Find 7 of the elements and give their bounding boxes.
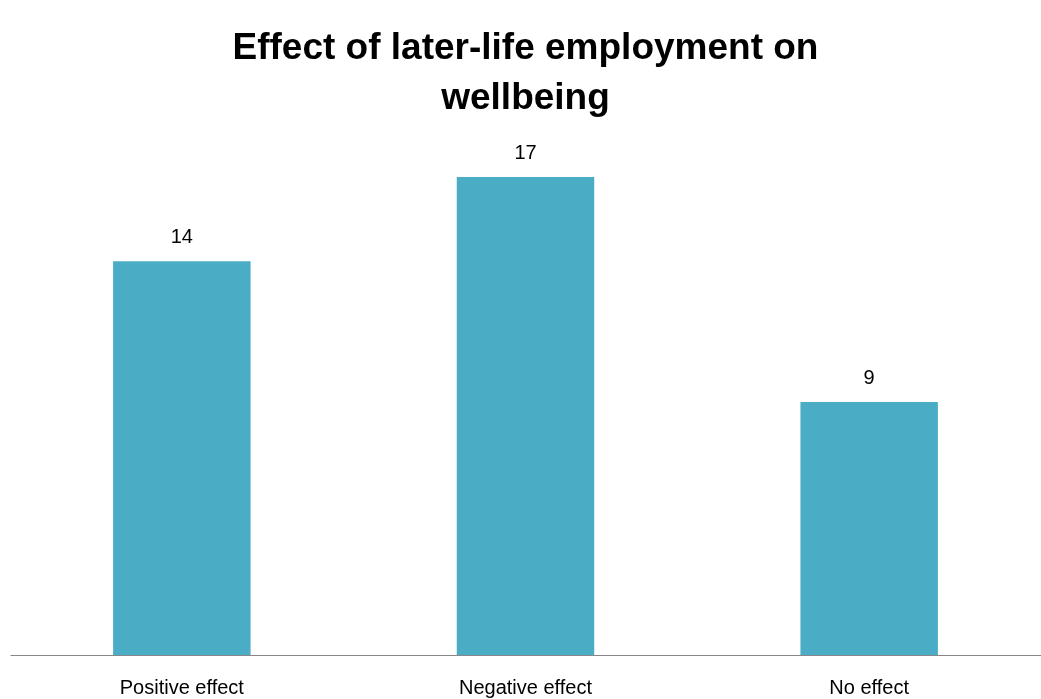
chart-title: Effect of later-life employment on wellbeing xyxy=(232,26,819,117)
data-label: 9 xyxy=(863,365,875,388)
data-label: 17 xyxy=(514,141,537,163)
data-label: 14 xyxy=(170,225,193,248)
x-tick-label: Positive effect xyxy=(119,675,245,698)
x-tick-label: No effect xyxy=(829,675,910,698)
x-tick-label: Negative effect xyxy=(458,675,593,698)
